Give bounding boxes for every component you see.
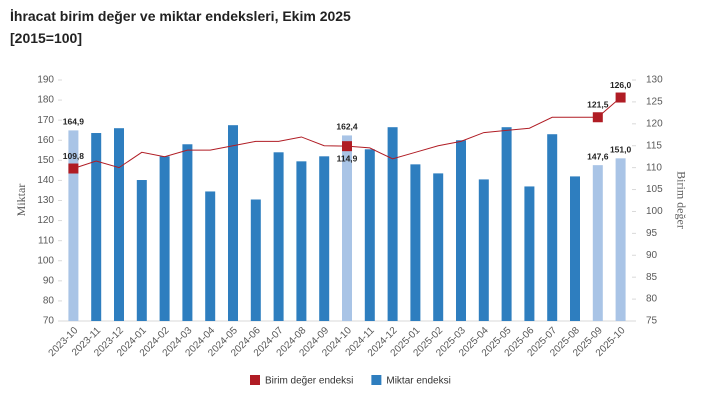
y-tick-label: 80: [43, 296, 55, 307]
bar: [410, 164, 421, 321]
bar: [182, 144, 193, 321]
y2-tick-label: 125: [646, 97, 663, 108]
y-tick-label: 70: [43, 316, 55, 327]
legend-label: Birim değer endeksi: [265, 376, 353, 387]
bar: [547, 134, 558, 321]
y-tick-label: 140: [37, 175, 54, 186]
bar: [273, 152, 284, 321]
y-tick-label: 180: [37, 95, 54, 106]
line-marker: [68, 163, 79, 174]
y2-tick-label: 95: [646, 228, 658, 239]
bar: [91, 133, 102, 321]
y-tick-label: 110: [38, 235, 54, 246]
bar: [524, 186, 535, 321]
bar: [433, 173, 444, 321]
bar: [592, 165, 603, 321]
line-marker: [592, 112, 603, 123]
bar-value-label: 147,6: [587, 151, 609, 161]
line-value-label: 114,9: [337, 153, 358, 163]
bar-value-label: 164,9: [63, 117, 85, 127]
y-tick-label: 120: [37, 215, 54, 226]
bar: [615, 158, 626, 321]
bar: [456, 140, 466, 321]
bar: [250, 199, 261, 321]
y2-axis-title: Birim değer: [674, 171, 688, 229]
bar: [342, 135, 352, 321]
y2-tick-label: 75: [646, 316, 658, 327]
y-axis-title: Miktar: [14, 184, 28, 217]
y2-tick-label: 105: [646, 184, 663, 195]
legend-swatch: [371, 375, 382, 385]
y-tick-label: 160: [37, 135, 54, 146]
y-tick-label: 90: [43, 275, 55, 286]
bar: [296, 161, 307, 321]
bar-value-label: 151,0: [610, 145, 632, 155]
line-value-label: 126,0: [610, 80, 632, 90]
y2-tick-label: 85: [646, 272, 658, 283]
y-tick-label: 150: [37, 155, 54, 166]
bar: [159, 156, 170, 321]
bar: [501, 127, 512, 321]
line-marker: [342, 141, 352, 152]
y2-tick-label: 115: [646, 140, 662, 151]
line-value-label: 121,5: [587, 99, 609, 109]
legend-label: Miktar endeksi: [386, 376, 450, 387]
bar: [387, 127, 398, 321]
y-tick-label: 170: [37, 115, 54, 126]
y2-tick-label: 80: [646, 294, 658, 305]
line-marker: [615, 92, 626, 103]
bar: [570, 176, 580, 321]
bar: [68, 130, 79, 321]
bar: [205, 191, 216, 321]
bar: [228, 125, 238, 321]
y2-tick-label: 110: [646, 162, 662, 173]
y2-tick-label: 120: [646, 118, 663, 129]
bar-value-label: 162,4: [336, 122, 358, 132]
bar: [319, 156, 330, 321]
bar: [114, 128, 124, 321]
y-tick-label: 100: [37, 255, 54, 266]
bar: [136, 180, 147, 321]
y-tick-label: 190: [37, 75, 54, 86]
bar: [364, 149, 375, 321]
line-value-label: 109,8: [63, 151, 85, 161]
chart-title: İhracat birim değer ve miktar endeksleri…: [10, 8, 351, 24]
legend-swatch: [250, 375, 260, 385]
y2-tick-label: 90: [646, 250, 658, 261]
bar: [478, 179, 489, 321]
y2-tick-label: 100: [646, 206, 663, 217]
y2-tick-label: 130: [646, 75, 663, 86]
chart-subtitle: [2015=100]: [10, 30, 82, 46]
y-tick-label: 130: [37, 195, 54, 206]
